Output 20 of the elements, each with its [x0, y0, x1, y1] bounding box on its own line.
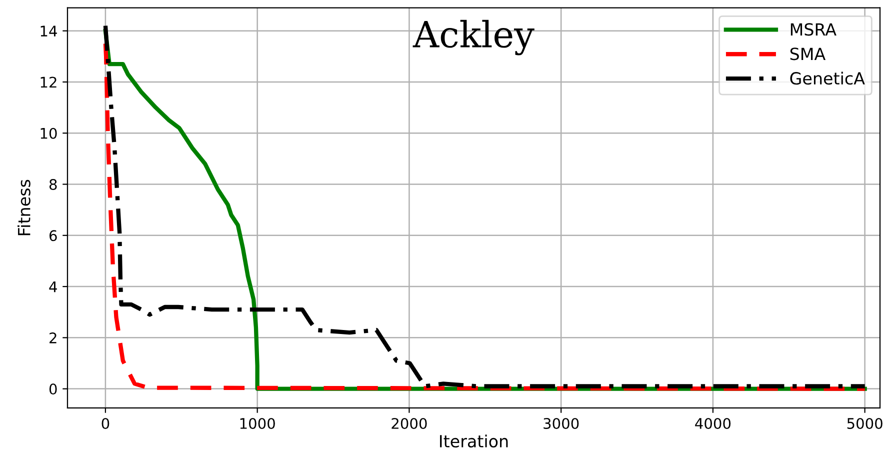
- y-tick-label: 12: [40, 76, 56, 88]
- y-tick-label: 6: [50, 230, 57, 242]
- y-tick-label: 14: [40, 26, 57, 36]
- legend-label: GeneticA: [790, 72, 865, 85]
- y-tick-label: 4: [49, 281, 57, 292]
- x-tick-label: 5000: [847, 418, 882, 429]
- x-tick-label: 0: [102, 418, 110, 429]
- legend-label: SMA: [790, 48, 826, 60]
- x-tick-label: 3000: [544, 418, 579, 429]
- chart-title: Ackley: [412, 20, 534, 56]
- y-tick-label: 2: [50, 332, 56, 344]
- x-tick-label: 2000: [392, 418, 427, 429]
- x-axis-title: Iteration: [440, 434, 508, 448]
- x-tick-label: 4000: [695, 418, 731, 429]
- y-tick-label: 0: [49, 384, 57, 395]
- x-tick-label: 1000: [240, 418, 275, 429]
- legend-label: MSRA: [790, 23, 836, 36]
- y-axis-title: Fitness: [18, 180, 30, 236]
- y-tick-label: 8: [49, 178, 57, 190]
- y-tick-label: 10: [40, 128, 57, 139]
